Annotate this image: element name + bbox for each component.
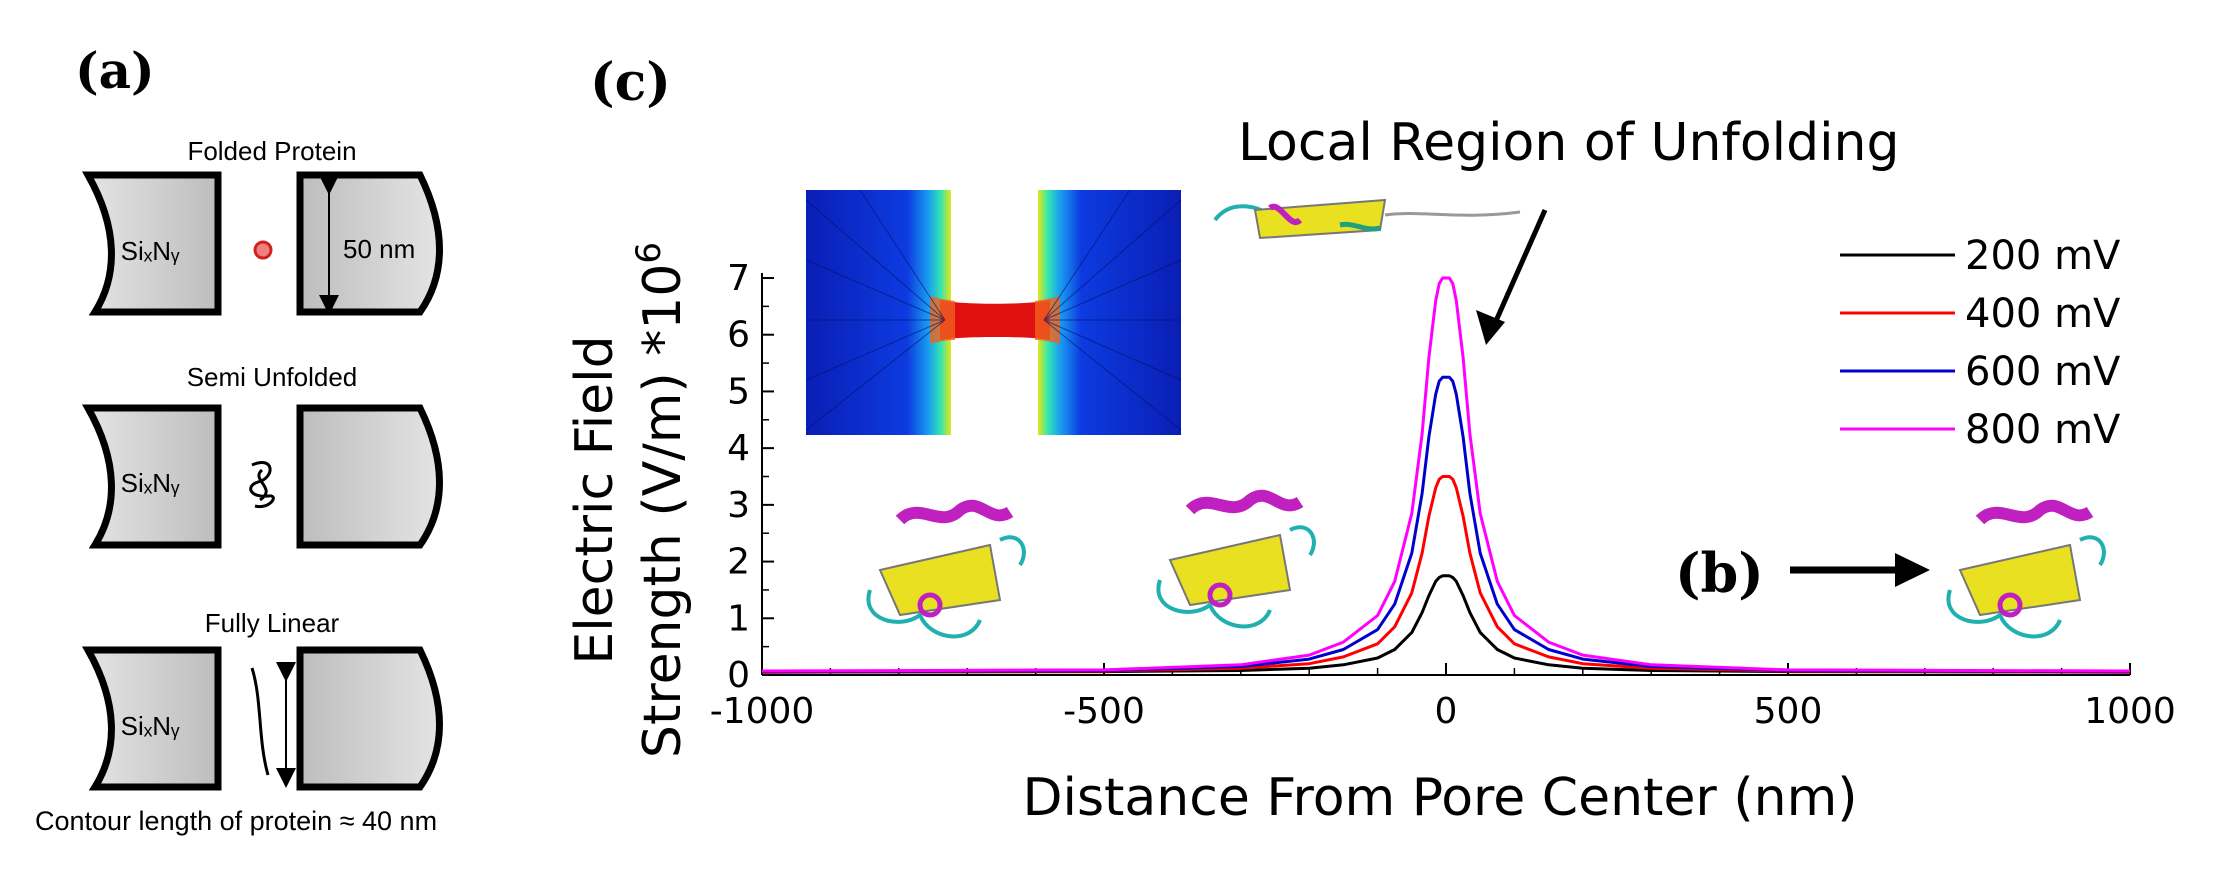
semi-unfolded-title: Semi Unfolded bbox=[187, 362, 358, 392]
unfolding-annotation: Local Region of Unfolding bbox=[1238, 113, 1900, 173]
legend-label: 800 mV bbox=[1965, 407, 2121, 453]
pore-length-label: 50 nm bbox=[343, 234, 415, 264]
x-tick-label: -1000 bbox=[710, 691, 815, 732]
panel-a: (a) Folded Protein SiₓNᵧ 50 nm Semi Unfo… bbox=[35, 41, 443, 836]
y-axis-label-line2: Strength (V/m) *106 bbox=[629, 242, 693, 758]
panel-b-arrow-head bbox=[1895, 553, 1930, 587]
y-tick-label: 2 bbox=[727, 542, 750, 583]
y-tick-label: 1 bbox=[727, 598, 750, 639]
legend: 200 mV 400 mV 600 mV 800 mV bbox=[1840, 233, 2121, 453]
pore-field-hotspot bbox=[940, 300, 1050, 340]
panel-c: (c) Local Region of Unfolding bbox=[565, 52, 2176, 828]
series-line-800-mv bbox=[761, 276, 2131, 673]
series-line-200-mv bbox=[761, 574, 2131, 674]
right-membrane-slab bbox=[296, 646, 443, 791]
membrane-material-label: SiₓNᵧ bbox=[121, 711, 180, 741]
pore-folded: Folded Protein SiₓNᵧ 50 nm bbox=[81, 136, 443, 316]
linear-protein-icon bbox=[250, 667, 270, 776]
folded-protein-icon bbox=[253, 240, 273, 260]
y-tick-label: 6 bbox=[727, 315, 750, 356]
y-tick-label: 7 bbox=[727, 258, 750, 299]
panel-a-label: (a) bbox=[75, 41, 155, 100]
left-membrane-slab bbox=[81, 646, 222, 791]
series-line-600-mv bbox=[761, 375, 2131, 674]
membrane-material-label: SiₓNᵧ bbox=[121, 468, 180, 498]
y-tick-label: 4 bbox=[727, 428, 750, 469]
x-tick-label: 1000 bbox=[2084, 691, 2176, 732]
membrane-material-label: SiₓNᵧ bbox=[121, 236, 180, 266]
folded-protein-icon bbox=[1156, 489, 1316, 629]
legend-label: 400 mV bbox=[1965, 291, 2121, 337]
plot-area: 0 1 2 3 4 5 6 7 -1000 -500 0 500 1000 bbox=[710, 258, 2176, 732]
y-tick-label: 5 bbox=[727, 371, 750, 412]
x-tick-label: -500 bbox=[1063, 691, 1145, 732]
x-tick-label: 500 bbox=[1754, 691, 1823, 732]
series-line-400-mv bbox=[761, 475, 2131, 674]
unfolding-arrow bbox=[1489, 208, 1548, 332]
y-axis-label-line1: Electric Field bbox=[565, 335, 625, 664]
unfolding-arrow-head bbox=[1476, 310, 1505, 345]
contour-length-caption: Contour length of protein ≈ 40 nm bbox=[35, 806, 437, 836]
y-tick-label: 0 bbox=[727, 655, 750, 696]
field-lines bbox=[805, 189, 1182, 431]
y-tick-label: 3 bbox=[727, 485, 750, 526]
inset-left-region bbox=[806, 190, 951, 435]
left-membrane-slab bbox=[81, 404, 222, 549]
legend-label: 200 mV bbox=[1965, 233, 2121, 279]
pore-semi-unfolded: Semi Unfolded SiₓNᵧ bbox=[81, 362, 443, 549]
fully-linear-title: Fully Linear bbox=[205, 608, 340, 638]
folded-protein-icon bbox=[866, 499, 1026, 639]
panel-c-label: (c) bbox=[590, 52, 671, 113]
unfolded-protein-icon bbox=[1213, 198, 1521, 240]
pore-fully-linear: Fully Linear SiₓNᵧ Contour length of pro… bbox=[35, 608, 443, 836]
folded-protein-title: Folded Protein bbox=[187, 136, 356, 166]
x-tick-label: 0 bbox=[1435, 691, 1458, 732]
legend-label: 600 mV bbox=[1965, 349, 2121, 395]
left-membrane-slab bbox=[81, 171, 222, 316]
semi-unfolded-protein-icon bbox=[249, 461, 275, 509]
panel-b-label: (b) bbox=[1675, 541, 1764, 605]
field-map-inset bbox=[805, 189, 1182, 435]
folded-protein-icon bbox=[1946, 499, 2106, 639]
right-membrane-slab bbox=[296, 404, 443, 549]
x-axis-label: Distance From Pore Center (nm) bbox=[1022, 768, 1857, 828]
